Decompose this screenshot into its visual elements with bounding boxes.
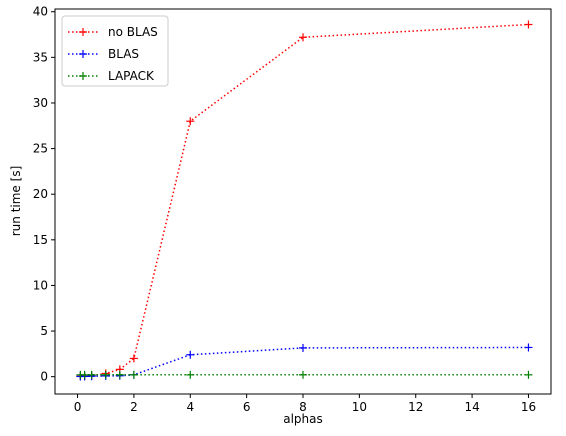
- legend-item-no-blas: no BLAS: [68, 25, 158, 39]
- y-axis-ticks: 0 5 10 15 20 25 30 35 40: [33, 5, 55, 384]
- data-point-lapack: [299, 370, 307, 379]
- x-tick-label: 0: [74, 400, 82, 414]
- data-point-no-blas: [299, 33, 307, 42]
- data-point-blas: [299, 343, 307, 352]
- legend-item-lapack: LAPACK: [68, 69, 155, 83]
- y-tick-label: 0: [40, 370, 48, 384]
- x-tick-label: 4: [186, 400, 194, 414]
- data-point-lapack: [186, 370, 195, 379]
- data-point-lapack: [129, 370, 138, 379]
- y-axis-label: run time [s]: [9, 166, 23, 237]
- series-line-blas: [80, 346, 529, 378]
- y-tick-label: 30: [33, 96, 48, 110]
- y-tick-label: 25: [33, 142, 48, 156]
- data-point-lapack: [524, 370, 533, 379]
- legend-label: BLAS: [108, 47, 139, 61]
- x-axis-ticks: 0 2 4 6 8 10 12 14 16: [74, 394, 536, 414]
- data-point-blas: [186, 350, 195, 359]
- y-tick-label: 10: [33, 278, 48, 292]
- x-tick-label: 16: [521, 400, 536, 414]
- y-tick-label: 40: [33, 5, 48, 19]
- y-tick-label: 15: [33, 233, 48, 247]
- x-axis-label: alphas: [283, 412, 323, 426]
- legend-box: [61, 15, 169, 87]
- data-point-lapack: [101, 370, 110, 379]
- x-tick-label: 6: [243, 400, 251, 414]
- data-point-lapack: [80, 370, 89, 379]
- x-tick-label: 8: [299, 400, 307, 414]
- data-point-no-blas: [524, 20, 533, 29]
- data-point-no-blas: [129, 354, 138, 363]
- data-point-lapack: [115, 370, 124, 379]
- data-point-no-blas: [186, 117, 195, 126]
- legend-label: LAPACK: [108, 69, 155, 83]
- legend-label: no BLAS: [108, 25, 158, 39]
- legend-item-blas: BLAS: [68, 47, 139, 61]
- data-point-lapack: [87, 370, 96, 379]
- x-tick-label: 12: [408, 400, 423, 414]
- data-point-blas: [524, 343, 533, 352]
- x-tick-label: 2: [130, 400, 138, 414]
- legend: no BLAS BLAS LAPACK: [61, 15, 169, 87]
- x-tick-label: 14: [464, 400, 479, 414]
- y-tick-label: 35: [33, 50, 48, 64]
- y-tick-label: 5: [40, 324, 48, 338]
- y-tick-label: 20: [33, 187, 48, 201]
- series-layer: [76, 20, 533, 381]
- x-tick-label: 10: [352, 400, 367, 414]
